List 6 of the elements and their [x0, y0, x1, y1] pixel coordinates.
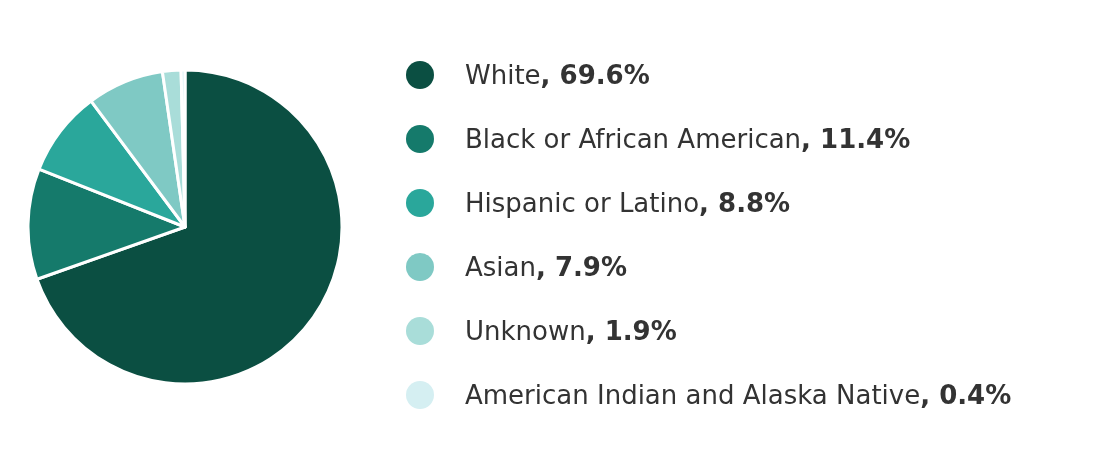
data-label: , 1.9% — [585, 316, 677, 346]
data-label: , 8.8% — [699, 188, 791, 218]
data-label: , 69.6% — [540, 60, 650, 90]
data-label: , 11.4% — [801, 124, 911, 154]
data-label: , 0.4% — [920, 380, 1012, 410]
data-label: , 7.9% — [535, 252, 628, 282]
